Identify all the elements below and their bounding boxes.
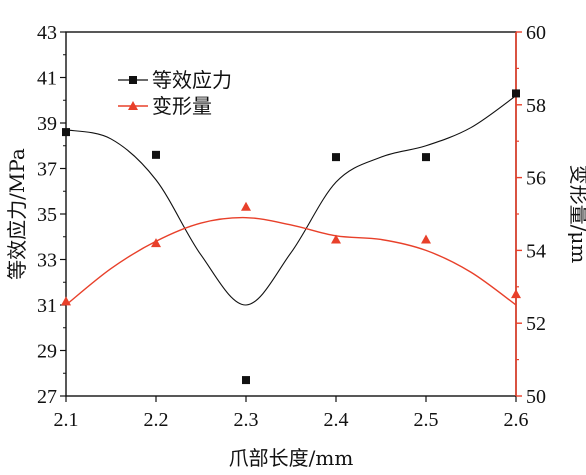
- right-tick-label: 50: [526, 386, 546, 408]
- left-tick-label: 39: [37, 113, 57, 135]
- x-tick-label: 2.6: [504, 409, 529, 431]
- data-point-stress: [332, 153, 340, 162]
- data-point-deformation: [241, 201, 251, 211]
- x-tick-label: 2.4: [324, 409, 349, 431]
- x-axis-title: 爪部长度/mm: [229, 446, 354, 470]
- legend-label-stress: 等效应力: [152, 68, 232, 92]
- x-tick-label: 2.1: [54, 409, 79, 431]
- left-axis-ticks: 27 29 31 33 35 37 39 41 43: [37, 22, 66, 408]
- right-axis-ticks: 50 52 54 56 58 60: [516, 22, 546, 408]
- series-line-0: [65, 95, 517, 306]
- left-tick-label: 41: [37, 68, 57, 90]
- legend: 等效应力 变形量: [118, 68, 232, 118]
- series-layer: [61, 89, 521, 385]
- left-tick-label: 35: [37, 204, 57, 226]
- data-point-deformation: [421, 234, 431, 244]
- legend-marker-deformation: [128, 101, 138, 110]
- x-tick-label: 2.5: [414, 409, 439, 431]
- left-tick-label: 29: [37, 341, 57, 363]
- left-tick-label: 27: [37, 386, 57, 408]
- data-point-stress: [512, 89, 520, 98]
- data-point-stress: [62, 128, 70, 137]
- left-tick-label: 33: [37, 250, 57, 272]
- data-point-deformation: [331, 234, 341, 244]
- data-point-deformation: [61, 296, 71, 306]
- left-tick-label: 43: [37, 22, 57, 44]
- right-tick-label: 54: [526, 240, 546, 262]
- left-tick-label: 37: [37, 159, 57, 181]
- data-point-stress: [242, 376, 250, 385]
- series-line-1: [65, 216, 517, 306]
- right-tick-label: 56: [526, 168, 546, 190]
- right-tick-label: 58: [526, 95, 546, 117]
- right-tick-label: 60: [526, 22, 546, 44]
- plot-frame: [65, 31, 517, 397]
- data-point-stress: [422, 153, 430, 162]
- x-tick-label: 2.3: [234, 409, 259, 431]
- right-axis-title: 变形量/μm: [567, 165, 586, 264]
- right-tick-label: 52: [526, 313, 546, 335]
- data-point-deformation: [511, 289, 521, 299]
- x-axis-ticks: 2.1 2.2 2.3 2.4 2.5 2.6: [54, 396, 529, 431]
- x-tick-label: 2.2: [144, 409, 169, 431]
- legend-marker-stress: [129, 76, 137, 84]
- left-tick-label: 31: [37, 295, 57, 317]
- legend-label-deformation: 变形量: [152, 94, 212, 118]
- left-axis-title: 等效应力/MPa: [5, 148, 29, 280]
- data-point-stress: [152, 150, 160, 159]
- data-point-deformation: [151, 238, 161, 248]
